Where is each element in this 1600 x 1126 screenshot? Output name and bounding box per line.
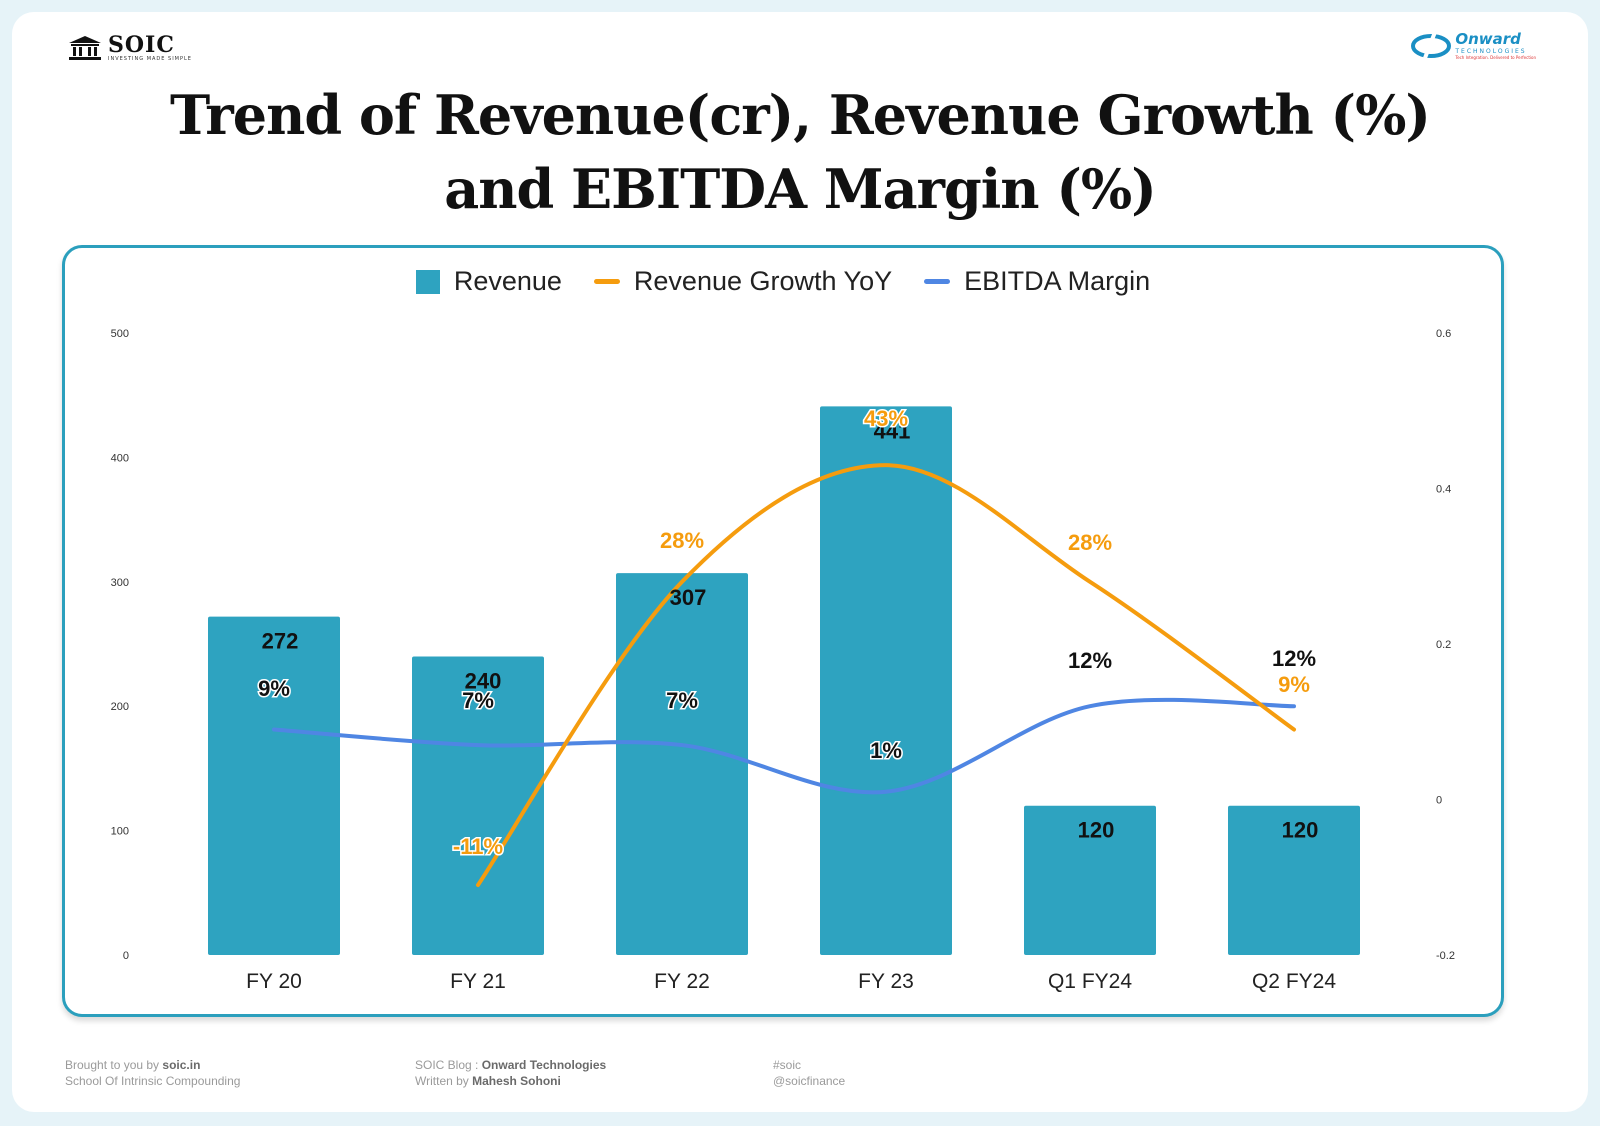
legend-label-revenue: Revenue xyxy=(453,266,562,296)
ebitda-data-label: 7% xyxy=(666,688,698,713)
growth-data-label: 28% xyxy=(660,528,704,553)
y-left-tick-label: 300 xyxy=(111,577,129,589)
revenue-growth-line xyxy=(476,463,1296,888)
title-line-1: Trend of Revenue(cr), Revenue Growth (%) xyxy=(170,83,1431,147)
revenue-bar xyxy=(616,573,748,955)
footer-author-prefix: Written by xyxy=(415,1074,473,1088)
footer-blog-title: Onward Technologies xyxy=(481,1058,607,1072)
revenue-data-label: 120 xyxy=(1078,818,1115,843)
footer-col-2: SOIC Blog : Onward Technologies Written … xyxy=(415,1057,606,1089)
footer-hashtag: #soic xyxy=(773,1058,802,1072)
ebitda-data-label: 12% xyxy=(1068,648,1112,673)
legend-label-ebitda: EBITDA Margin xyxy=(964,266,1151,296)
revenue-data-label: 120 xyxy=(1282,818,1319,843)
soic-brand: SOIC xyxy=(108,32,175,58)
revenue-data-label: 240 xyxy=(465,668,502,693)
footer-col-1: Brought to you by soic.in School Of Intr… xyxy=(65,1057,240,1089)
revenue-bar xyxy=(1024,805,1156,955)
onward-subtag: Tech Integration. Delivered to Perfectio… xyxy=(1455,55,1536,60)
revenue-bar xyxy=(208,616,340,955)
footer-school: School Of Intrinsic Compounding xyxy=(65,1074,241,1088)
footer-site-link[interactable]: soic.in xyxy=(162,1058,201,1072)
footer-author: Mahesh Sohoni xyxy=(472,1074,561,1088)
swoosh-icon xyxy=(1411,31,1452,59)
y-left-tick-label: 0 xyxy=(123,950,129,962)
soic-tagline: INVESTING MADE SIMPLE xyxy=(108,56,192,62)
ebitda-margin-line xyxy=(272,697,1296,795)
footer-col-3: #soic @soicfinance xyxy=(773,1057,845,1089)
legend-swatch-growth xyxy=(593,279,620,284)
y-right-tick-label: 0.4 xyxy=(1436,484,1451,496)
onward-logo: Onward TECHNOLOGIES Tech Integration. De… xyxy=(1411,30,1536,60)
x-category-label: Q2 FY24 xyxy=(1252,970,1336,993)
revenue-data-label: 272 xyxy=(262,629,299,654)
legend-label-growth: Revenue Growth YoY xyxy=(633,266,893,296)
revenue-bar xyxy=(412,656,544,955)
footer-blog-prefix: SOIC Blog : xyxy=(415,1058,482,1072)
y-right-tick-label: 0 xyxy=(1436,795,1442,807)
growth-data-label: 9% xyxy=(1278,672,1310,697)
y-left-tick-label: 400 xyxy=(111,452,129,464)
ebitda-data-label: 12% xyxy=(1272,646,1316,671)
y-right-tick-label: 0.2 xyxy=(1436,639,1451,651)
combo-chart: 0 100 200 300 400 500 -0.2 0 0.2 0.4 0.6 FY 20 FY 21… xyxy=(111,328,1455,993)
legend-item-revenue[interactable]: Revenue xyxy=(415,266,562,297)
x-category-label: FY 23 xyxy=(858,970,914,993)
title-line-2: and EBITDA Margin (%) xyxy=(444,157,1157,221)
revenue-bar xyxy=(820,406,952,955)
ebitda-data-label: 7% xyxy=(462,688,494,713)
y-left-tick-label: 200 xyxy=(111,701,129,713)
growth-data-label: 28% xyxy=(1068,530,1112,555)
chart-card: Revenue Revenue Growth YoY EBITDA Margin… xyxy=(62,245,1504,1017)
ebitda-data-label: 9% xyxy=(258,676,290,701)
onward-tagline: TECHNOLOGIES xyxy=(1455,48,1527,55)
growth-data-label: 43% xyxy=(864,406,908,431)
bank-building-icon xyxy=(69,36,101,60)
x-category-label: FY 22 xyxy=(654,970,710,993)
y-left-tick-label: 500 xyxy=(111,328,129,340)
onward-brand: Onward xyxy=(1455,30,1521,48)
x-category-label: FY 20 xyxy=(246,970,302,993)
page: SOIC INVESTING MADE SIMPLE Onward TECHNO… xyxy=(12,12,1588,1112)
legend-swatch-ebitda xyxy=(924,279,951,284)
y-right-tick-label: -0.2 xyxy=(1436,950,1455,962)
revenue-data-label: 307 xyxy=(670,585,707,610)
footer-credit-prefix: Brought to you by xyxy=(65,1058,163,1072)
footer-handle: @soicfinance xyxy=(773,1074,846,1088)
legend-item-ebitda[interactable]: EBITDA Margin xyxy=(924,266,1150,297)
y-left-tick-label: 100 xyxy=(111,826,129,838)
growth-data-label: -11% xyxy=(453,834,503,859)
chart-legend: Revenue Revenue Growth YoY EBITDA Margin xyxy=(65,266,1501,297)
y-right-tick-label: 0.6 xyxy=(1436,328,1451,340)
ebitda-data-label: 1% xyxy=(870,738,902,763)
revenue-data-label: 441 xyxy=(874,418,911,443)
page-title: Trend of Revenue(cr), Revenue Growth (%)… xyxy=(12,78,1588,226)
legend-item-growth[interactable]: Revenue Growth YoY xyxy=(593,266,893,297)
x-category-label: FY 21 xyxy=(450,970,506,993)
legend-swatch-revenue xyxy=(415,269,440,294)
revenue-bar xyxy=(1228,805,1360,955)
x-category-label: Q1 FY24 xyxy=(1048,970,1132,993)
soic-logo[interactable]: SOIC INVESTING MADE SIMPLE xyxy=(68,34,192,62)
